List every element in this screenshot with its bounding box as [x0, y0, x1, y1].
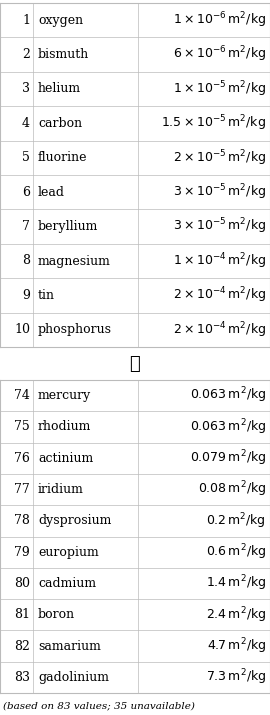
Text: 4: 4: [22, 117, 30, 130]
Text: tin: tin: [38, 289, 55, 302]
Text: cadmium: cadmium: [38, 577, 96, 590]
Text: $\mathrm{1\times 10}^{-6}\,\mathrm{m^2/kg}$: $\mathrm{1\times 10}^{-6}\,\mathrm{m^2/k…: [173, 11, 266, 30]
Text: $\mathrm{4.7\,m^2/kg}$: $\mathrm{4.7\,m^2/kg}$: [207, 636, 266, 656]
Text: (based on 83 values; 35 unavailable): (based on 83 values; 35 unavailable): [3, 701, 195, 711]
Text: boron: boron: [38, 608, 75, 621]
Text: $\mathrm{1.5\times 10}^{-5}\,\mathrm{m^2/kg}$: $\mathrm{1.5\times 10}^{-5}\,\mathrm{m^2…: [161, 114, 266, 133]
Text: $\mathrm{2\times 10}^{-4}\,\mathrm{m^2/kg}$: $\mathrm{2\times 10}^{-4}\,\mathrm{m^2/k…: [173, 285, 266, 305]
Text: iridium: iridium: [38, 483, 84, 496]
Text: $\mathrm{0.063\,m^2/kg}$: $\mathrm{0.063\,m^2/kg}$: [190, 386, 266, 405]
Text: $\mathrm{1\times 10}^{-5}\,\mathrm{m^2/kg}$: $\mathrm{1\times 10}^{-5}\,\mathrm{m^2/k…: [173, 79, 266, 99]
Text: oxygen: oxygen: [38, 14, 83, 26]
Text: magnesium: magnesium: [38, 255, 111, 267]
Text: 10: 10: [14, 323, 30, 336]
Text: europium: europium: [38, 546, 99, 558]
Text: $\mathrm{3\times 10}^{-5}\,\mathrm{m^2/kg}$: $\mathrm{3\times 10}^{-5}\,\mathrm{m^2/k…: [173, 217, 266, 237]
Text: 80: 80: [14, 577, 30, 590]
Text: 83: 83: [14, 671, 30, 684]
Text: $\mathrm{0.2\,m^2/kg}$: $\mathrm{0.2\,m^2/kg}$: [206, 511, 266, 531]
Text: $\mathrm{0.08\,m^2/kg}$: $\mathrm{0.08\,m^2/kg}$: [198, 480, 266, 499]
Text: 82: 82: [14, 639, 30, 653]
Text: 5: 5: [22, 152, 30, 164]
Text: mercury: mercury: [38, 389, 91, 402]
Text: $\mathrm{2\times 10}^{-4}\,\mathrm{m^2/kg}$: $\mathrm{2\times 10}^{-4}\,\mathrm{m^2/k…: [173, 320, 266, 340]
Text: 78: 78: [14, 514, 30, 528]
Text: fluorine: fluorine: [38, 152, 87, 164]
Text: 74: 74: [14, 389, 30, 402]
Text: 1: 1: [22, 14, 30, 26]
Text: 7: 7: [22, 220, 30, 233]
Text: gadolinium: gadolinium: [38, 671, 109, 684]
Text: dysprosium: dysprosium: [38, 514, 112, 528]
Text: $\mathrm{0.063\,m^2/kg}$: $\mathrm{0.063\,m^2/kg}$: [190, 417, 266, 437]
Text: $\mathrm{1.4\,m^2/kg}$: $\mathrm{1.4\,m^2/kg}$: [205, 573, 266, 593]
Text: 79: 79: [14, 546, 30, 558]
Text: 77: 77: [14, 483, 30, 496]
Text: bismuth: bismuth: [38, 48, 89, 61]
Text: $\mathrm{6\times 10}^{-6}\,\mathrm{m^2/kg}$: $\mathrm{6\times 10}^{-6}\,\mathrm{m^2/k…: [173, 45, 266, 64]
Text: actinium: actinium: [38, 452, 93, 465]
Text: $\mathrm{1\times 10}^{-4}\,\mathrm{m^2/kg}$: $\mathrm{1\times 10}^{-4}\,\mathrm{m^2/k…: [173, 251, 266, 271]
Text: $\mathrm{0.079\,m^2/kg}$: $\mathrm{0.079\,m^2/kg}$: [190, 448, 266, 468]
Text: 2: 2: [22, 48, 30, 61]
Text: beryllium: beryllium: [38, 220, 98, 233]
Text: $\mathrm{3\times 10}^{-5}\,\mathrm{m^2/kg}$: $\mathrm{3\times 10}^{-5}\,\mathrm{m^2/k…: [173, 182, 266, 202]
Text: $\mathrm{2.4\,m^2/kg}$: $\mathrm{2.4\,m^2/kg}$: [205, 605, 266, 624]
Text: $\mathrm{2\times 10}^{-5}\,\mathrm{m^2/kg}$: $\mathrm{2\times 10}^{-5}\,\mathrm{m^2/k…: [173, 148, 266, 167]
Text: 3: 3: [22, 82, 30, 96]
Text: ⋮: ⋮: [130, 355, 140, 373]
Text: 6: 6: [22, 186, 30, 199]
Text: $\mathrm{0.6\,m^2/kg}$: $\mathrm{0.6\,m^2/kg}$: [205, 543, 266, 562]
Text: 8: 8: [22, 255, 30, 267]
Text: carbon: carbon: [38, 117, 82, 130]
Text: 9: 9: [22, 289, 30, 302]
Text: 76: 76: [14, 452, 30, 465]
Text: 75: 75: [14, 420, 30, 433]
Text: $\mathrm{7.3\,m^2/kg}$: $\mathrm{7.3\,m^2/kg}$: [205, 668, 266, 687]
Text: 81: 81: [14, 608, 30, 621]
Text: helium: helium: [38, 82, 81, 96]
Text: phosphorus: phosphorus: [38, 323, 112, 336]
Text: samarium: samarium: [38, 639, 101, 653]
Text: rhodium: rhodium: [38, 420, 91, 433]
Text: lead: lead: [38, 186, 65, 199]
